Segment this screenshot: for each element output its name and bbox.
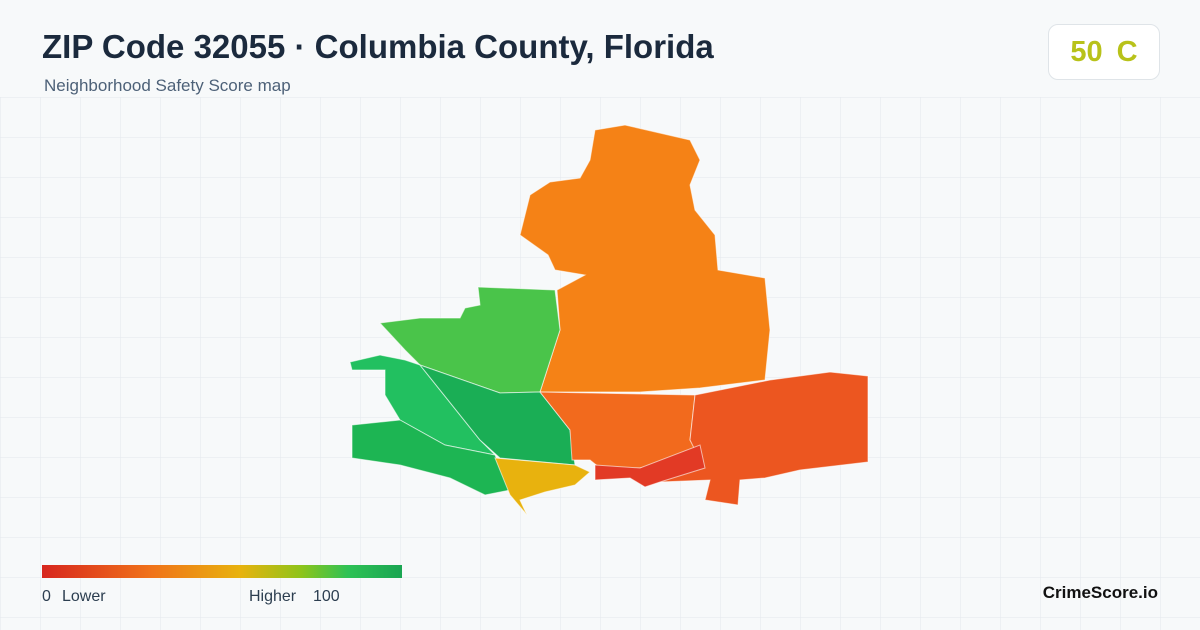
score-grade: C	[1116, 35, 1138, 68]
region	[351, 419, 511, 496]
region	[519, 124, 771, 393]
legend-bar	[42, 565, 402, 578]
brand: CrimeScore.io	[1042, 583, 1158, 602]
subtitle: Neighborhood Safety Score map	[44, 76, 291, 95]
region	[494, 457, 591, 516]
title: ZIP Code 32055 · Columbia County, Florid…	[42, 28, 714, 65]
score-value: 50	[1070, 35, 1103, 68]
region	[594, 444, 706, 488]
legend-min: 0	[42, 588, 51, 605]
legend-max-label: Higher	[249, 588, 297, 605]
legend-min-label: Lower	[62, 588, 106, 605]
legend-max: 100	[313, 588, 340, 605]
score-badge: 50 C	[1048, 24, 1160, 80]
